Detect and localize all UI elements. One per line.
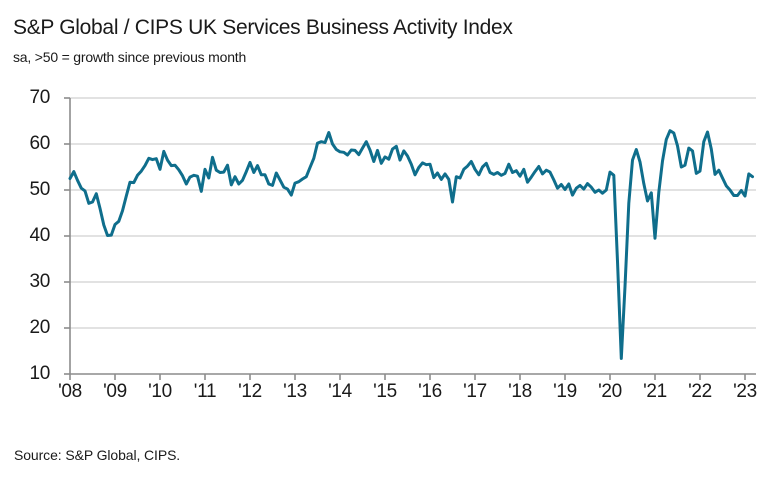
x-axis-tick-label: '21	[643, 381, 667, 402]
x-axis-tick-label: '08	[58, 381, 82, 402]
data-line	[68, 129, 754, 360]
x-axis-tick-label: '18	[508, 381, 532, 402]
x-axis-tick-label: '20	[598, 381, 622, 402]
y-axis-tick-label: 70	[29, 87, 50, 108]
y-axis-tick-label: 50	[29, 179, 50, 200]
x-axis-tick-label: '14	[328, 381, 352, 402]
y-axis-tick-label: 40	[29, 225, 50, 246]
x-axis-tick-label: '17	[463, 381, 487, 402]
y-axis-tick-label: 60	[29, 133, 50, 154]
x-axis-tick-label: '09	[103, 381, 127, 402]
x-axis-tick-label: '22	[688, 381, 712, 402]
y-axis-tick-label: 20	[29, 317, 50, 338]
source-note: Source: S&P Global, CIPS.	[14, 447, 181, 463]
x-axis-tick-label: '12	[238, 381, 262, 402]
x-axis-tick-label: '13	[283, 381, 307, 402]
x-axis-tick-label: '16	[418, 381, 442, 402]
y-axis-tick-label: 10	[29, 363, 50, 384]
chart-title: S&P Global / CIPS UK Services Business A…	[13, 16, 513, 39]
y-axis-tick-label: 30	[29, 271, 50, 292]
x-axis-tick-label: '11	[193, 381, 217, 402]
chart-subtitle: sa, >50 = growth since previous month	[13, 49, 247, 65]
x-axis-tick-label: '15	[373, 381, 397, 402]
x-axis-tick-label: '19	[553, 381, 577, 402]
x-axis-tick-label: '23	[733, 381, 757, 402]
x-axis-tick-label: '10	[148, 381, 172, 402]
